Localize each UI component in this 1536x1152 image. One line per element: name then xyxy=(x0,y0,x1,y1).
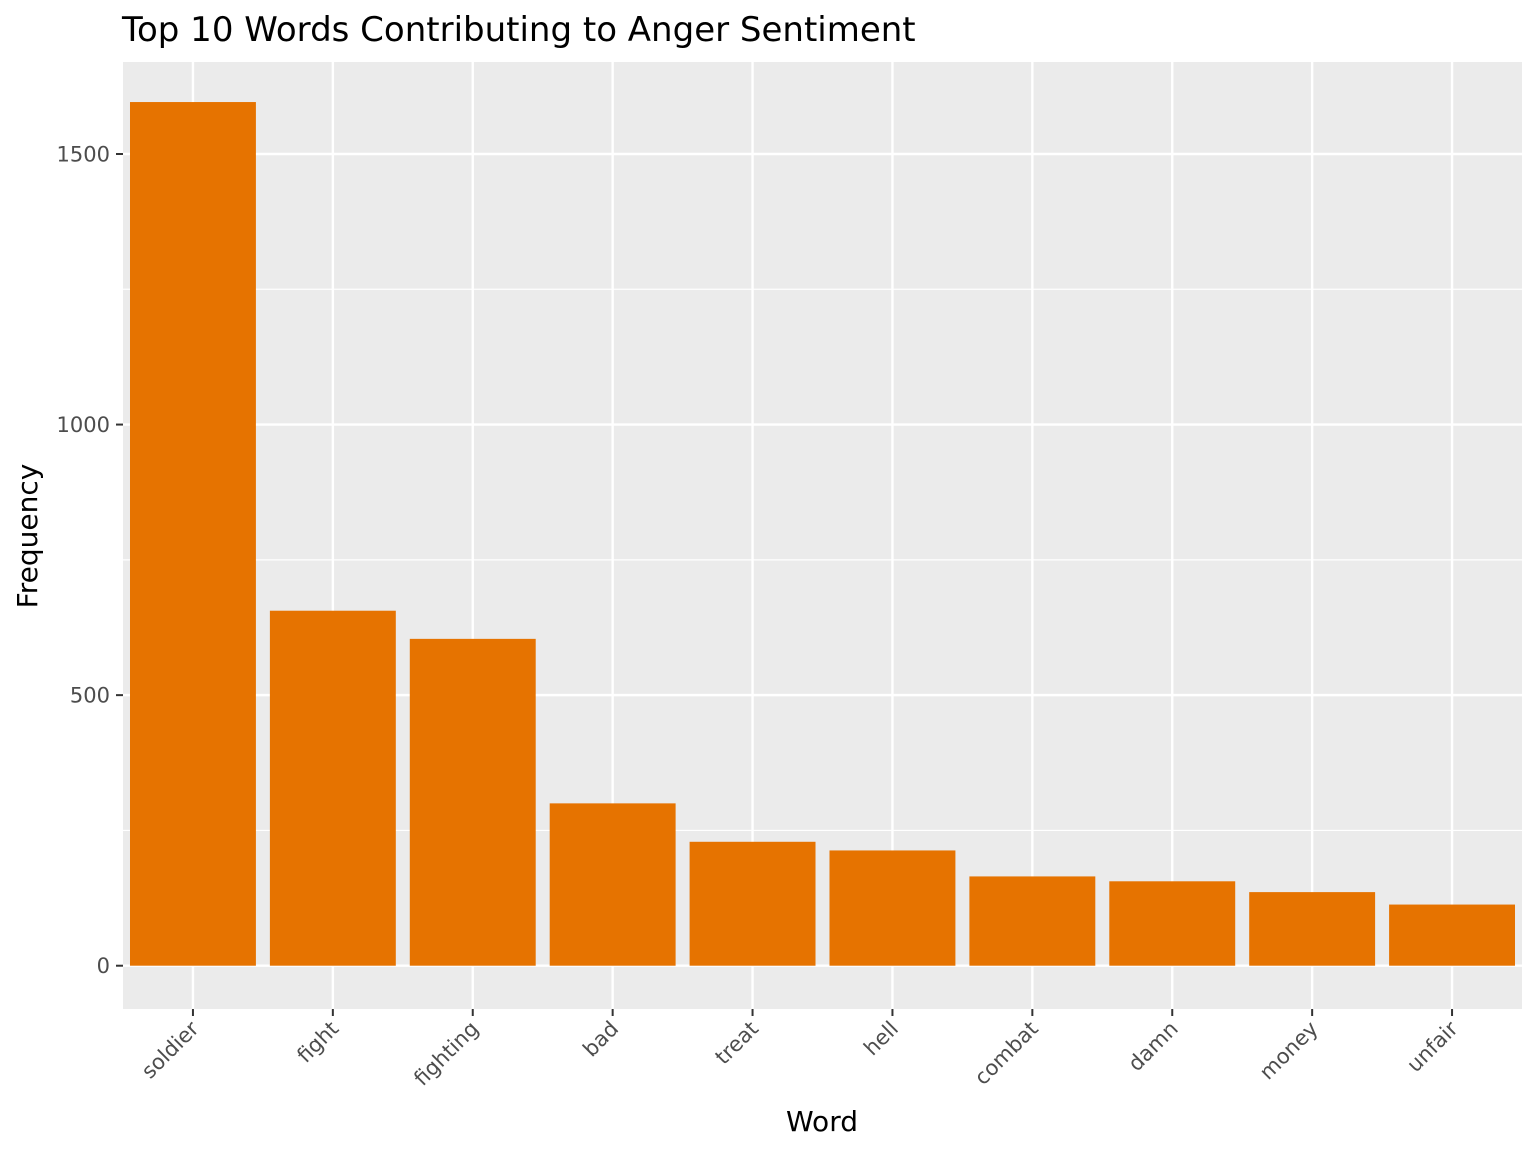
x-tick-label: combat xyxy=(970,1017,1043,1090)
x-tick-label: fight xyxy=(292,1017,343,1068)
x-tick-label: treat xyxy=(710,1017,763,1070)
x-axis: soldier fight fighting bad treat hell combat da… xyxy=(137,1009,1463,1091)
bar-unfair xyxy=(1389,904,1516,966)
y-tick-label: 1000 xyxy=(57,413,110,437)
y-axis-title: Frequency xyxy=(11,464,44,609)
x-tick-label: unfair xyxy=(1402,1016,1463,1077)
bar-bad xyxy=(549,803,676,966)
x-tick-label: damn xyxy=(1123,1017,1182,1076)
bar-combat xyxy=(969,876,1096,966)
x-axis-title: Word xyxy=(786,1105,858,1138)
y-tick-label: 1500 xyxy=(57,142,110,166)
bar-fight xyxy=(269,610,396,966)
x-tick-label: money xyxy=(1255,1017,1323,1085)
x-tick-label: fighting xyxy=(409,1017,483,1091)
bar-money xyxy=(1249,892,1376,966)
y-tick-label: 500 xyxy=(70,684,110,708)
bar-soldier xyxy=(129,102,256,966)
chart-title: Top 10 Words Contributing to Anger Senti… xyxy=(121,10,916,50)
y-tick-label: 0 xyxy=(97,954,110,978)
bar-fighting xyxy=(409,638,536,966)
x-tick-label: bad xyxy=(578,1017,623,1062)
x-tick-label: soldier xyxy=(137,1016,204,1083)
bar-hell xyxy=(829,850,956,966)
bars xyxy=(129,102,1516,966)
bar-damn xyxy=(1109,881,1236,966)
x-tick-label: hell xyxy=(859,1017,903,1061)
bar-treat xyxy=(689,841,816,966)
y-axis: 0 500 1000 1500 xyxy=(57,142,123,978)
